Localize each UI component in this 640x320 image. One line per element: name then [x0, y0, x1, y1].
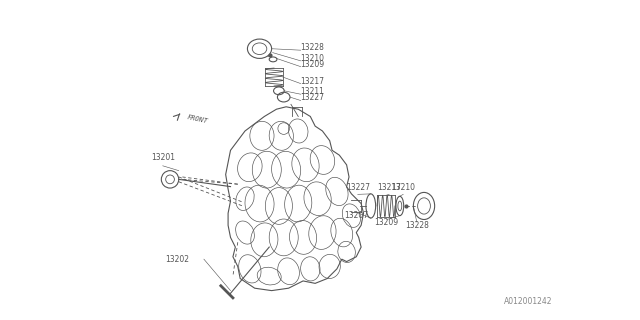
Text: 13228: 13228	[405, 221, 429, 230]
Text: 13211: 13211	[301, 87, 324, 96]
Text: 13202: 13202	[165, 255, 189, 264]
Text: 13209: 13209	[374, 218, 399, 227]
Text: 13228: 13228	[301, 43, 324, 52]
Text: 13217: 13217	[377, 183, 401, 192]
Text: 13201: 13201	[151, 153, 175, 162]
Text: A012001242: A012001242	[504, 297, 552, 306]
Text: 13227: 13227	[346, 183, 370, 192]
Text: 13210: 13210	[301, 54, 324, 63]
Text: 13207: 13207	[344, 211, 369, 220]
Text: 13210: 13210	[391, 183, 415, 192]
Text: FRONT: FRONT	[187, 114, 209, 124]
Text: 13217: 13217	[301, 76, 324, 85]
Text: 13227: 13227	[301, 93, 324, 102]
Text: 13209: 13209	[301, 60, 324, 68]
